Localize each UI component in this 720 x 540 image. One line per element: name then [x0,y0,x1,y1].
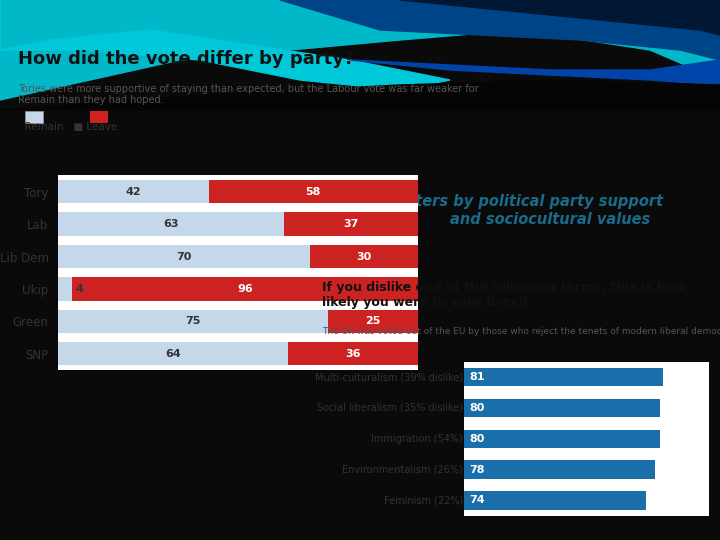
Text: Tories were more supportive of staying than expected, but the Labour vote was fa: Tories were more supportive of staying t… [18,84,479,105]
Bar [464,429,660,448]
Text: 42: 42 [125,187,141,197]
Bar [58,212,284,236]
Text: Voters by political party support
        and sociocultural values: Voters by political party support and so… [395,194,663,227]
Bar [284,212,418,236]
Bar [90,111,108,123]
Bar [25,111,43,123]
Bar [310,245,418,268]
Text: Social liberalism (35% dislike): Social liberalism (35% dislike) [317,403,463,413]
Text: 36: 36 [345,349,361,359]
Text: How did the vote differ by party?: How did the vote differ by party? [18,50,354,68]
Text: 74: 74 [469,495,485,505]
Text: 58: 58 [305,187,321,197]
Text: Multi-culturalism (39% dislike): Multi-culturalism (39% dislike) [315,372,463,382]
Text: The UK was voted out of the EU by those who reject the tenets of modern liberal : The UK was voted out of the EU by those … [322,327,720,336]
Bar [464,399,660,417]
Text: 81: 81 [469,372,485,382]
Bar [288,342,418,366]
Text: 37: 37 [343,219,359,229]
Bar [58,277,72,301]
Bar [209,180,418,204]
Bar [72,277,418,301]
Text: 78: 78 [469,464,485,475]
Text: Remain   ■ Leave: Remain ■ Leave [18,122,117,132]
Polygon shape [0,80,720,110]
Text: 80: 80 [469,403,485,413]
Bar [58,180,209,204]
Polygon shape [350,60,720,85]
Text: 4: 4 [76,284,84,294]
Text: If you dislike one of the following terms, this is how
likely you were to vote B: If you dislike one of the following term… [322,281,685,309]
Bar [58,342,288,366]
Bar [58,245,310,268]
Bar [328,309,418,333]
Bar [58,309,328,333]
Text: 80: 80 [469,434,485,444]
Polygon shape [400,0,720,35]
Text: Feminism (22%): Feminism (22%) [384,495,463,505]
Text: 64: 64 [165,349,181,359]
Text: 75: 75 [185,316,200,326]
Text: Environmentalism (26%): Environmentalism (26%) [342,464,463,475]
Bar [464,491,646,510]
Text: 30: 30 [356,252,372,261]
Polygon shape [0,0,450,90]
Text: 25: 25 [365,316,380,326]
Polygon shape [0,0,720,100]
Text: Immigration (54%): Immigration (54%) [372,434,463,444]
Polygon shape [280,0,720,60]
Bar [464,368,662,387]
Text: 63: 63 [163,219,179,229]
Text: 96: 96 [237,284,253,294]
Bar [464,460,655,479]
Text: 70: 70 [176,252,192,261]
